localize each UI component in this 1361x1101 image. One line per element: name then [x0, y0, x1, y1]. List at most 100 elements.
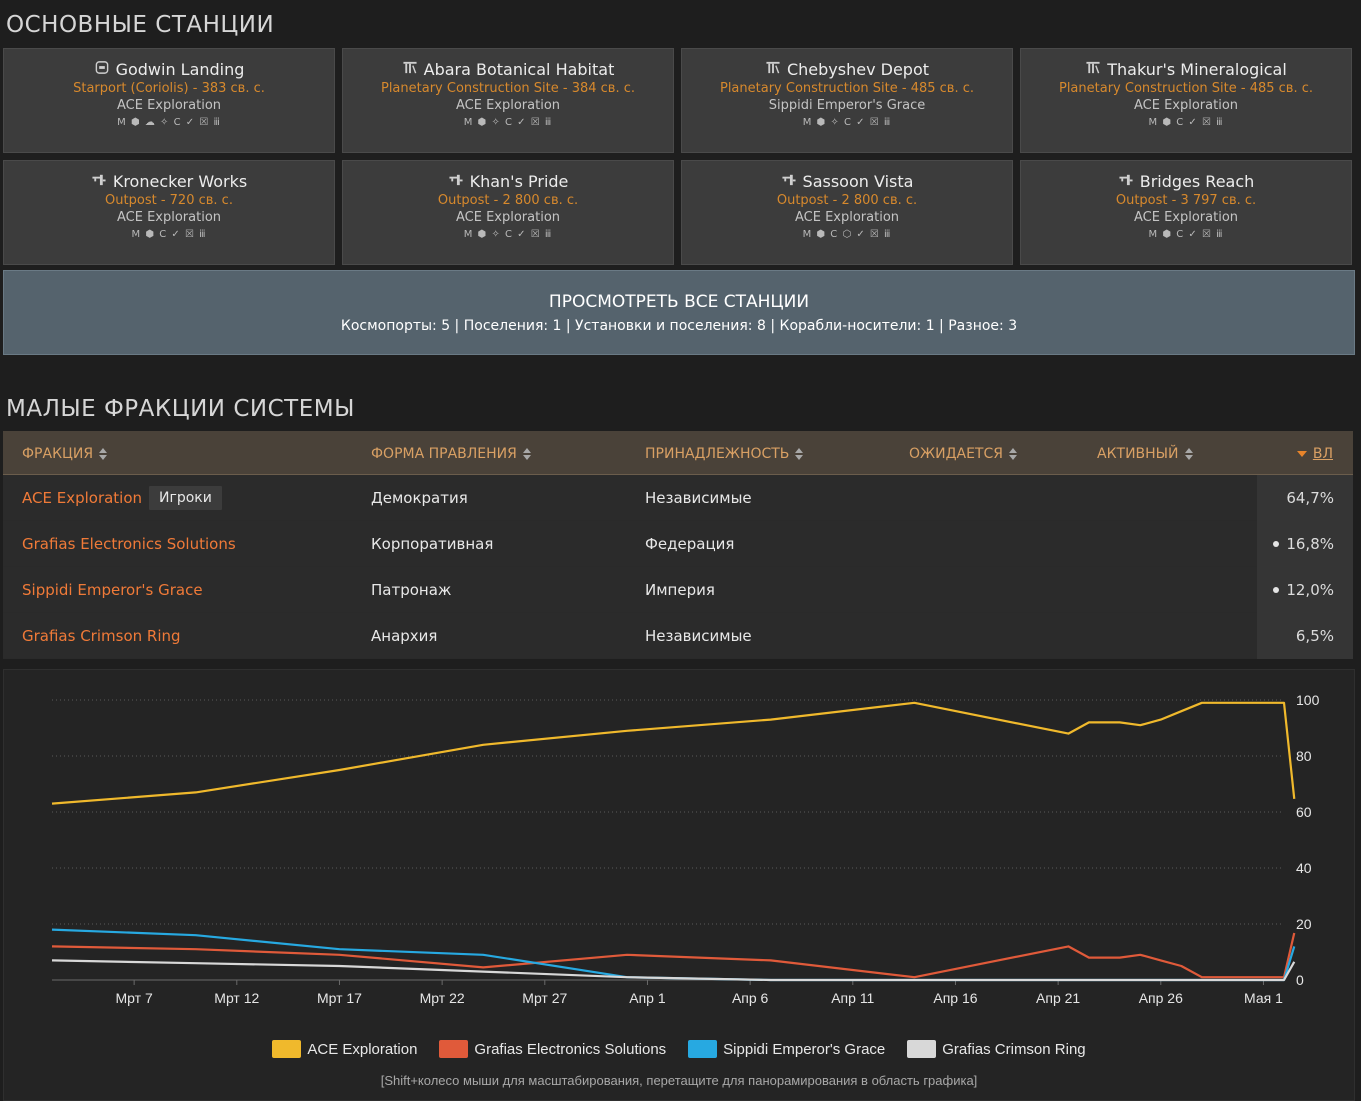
table-row[interactable]: ACE Exploration Игроки Демократия Независим… — [3, 475, 1353, 521]
station-services-icons: M ⬢ ✧ C ✓ ☒ ⅲ — [802, 117, 892, 128]
view-all-summary: Космопорты: 5 | Поселения: 1 | Установки… — [340, 317, 1018, 334]
influence-value: 12,0% — [1286, 581, 1334, 599]
influence-chart-plot[interactable]: 0 20 40 60 80 100 Мрт 7 Мрт 12 Мрт 17 Мрт 22 Мрт 2… — [4, 670, 1356, 1040]
status-dot-icon — [1273, 587, 1280, 593]
col-header-faction[interactable]: ФРАКЦИЯ — [22, 446, 108, 462]
legend-item[interactable]: Sippidi Emperor's Grace — [688, 1040, 885, 1058]
station-card[interactable]: Godwin Landing Starport (Coriolis) - 383 … — [3, 48, 335, 153]
status-dot-icon — [1273, 541, 1280, 547]
sort-icon — [522, 447, 532, 461]
station-name-row: Abara Botanical Habitat — [402, 59, 615, 80]
station-owner: ACE Exploration — [794, 210, 900, 225]
station-name-row: Bridges Reach — [1118, 171, 1255, 192]
outpost-icon — [91, 172, 107, 191]
y-tick-label: 100 — [1296, 692, 1320, 708]
col-header-government-label: ФОРМА ПРАВЛЕНИЯ — [371, 446, 517, 462]
x-tick-label: Мрт 7 — [116, 990, 153, 1006]
station-name: Thakur's Mineralogical — [1107, 60, 1287, 79]
allegiance-cell: Федерация — [645, 535, 735, 553]
table-row[interactable]: Grafias Crimson Ring Анархия Независимые 6,… — [3, 613, 1353, 659]
station-services-icons: M ⬢ ☁ ✧ C ✓ ☒ ⅲ — [117, 117, 221, 128]
station-owner: ACE Exploration — [1133, 210, 1239, 225]
x-tick-label: Мая 1 — [1244, 990, 1283, 1006]
station-type: Planetary Construction Site - 485 св. с. — [719, 81, 974, 96]
outpost-icon — [1118, 172, 1134, 191]
legend-item[interactable]: Grafias Crimson Ring — [907, 1040, 1086, 1058]
government-cell: Патронаж — [371, 581, 452, 599]
sort-icon — [795, 447, 804, 461]
allegiance-cell: Независимые — [645, 627, 752, 645]
station-type: Outpost - 2 800 св. с. — [776, 193, 918, 208]
station-services-icons: M ⬢ ✧ C ✓ ☒ ⅲ — [463, 229, 553, 240]
legend-label: Grafias Crimson Ring — [942, 1040, 1086, 1058]
faction-link[interactable]: ACE Exploration — [22, 489, 143, 507]
faction-cell: Grafias Crimson Ring — [22, 613, 181, 659]
col-header-faction-label: ФРАКЦИЯ — [22, 446, 94, 462]
influence-value: 16,8% — [1286, 535, 1334, 553]
faction-link[interactable]: Grafias Electronics Solutions — [22, 535, 236, 553]
station-services-icons: M ⬢ C ⬡ ✓ ☒ ⅲ — [802, 229, 892, 240]
y-tick-label: 40 — [1296, 860, 1312, 876]
station-card[interactable]: Abara Botanical Habitat Planetary Constru… — [342, 48, 674, 153]
station-type: Outpost - 3 797 св. с. — [1115, 193, 1257, 208]
chart-legend: ACE Exploration Grafias Electronics Solut… — [4, 1040, 1354, 1058]
legend-item[interactable]: Grafias Electronics Solutions — [439, 1040, 666, 1058]
table-row[interactable]: Grafias Electronics Solutions Корпоративн… — [3, 521, 1353, 567]
legend-item[interactable]: ACE Exploration — [272, 1040, 417, 1058]
station-owner: ACE Exploration — [455, 210, 561, 225]
faction-link[interactable]: Sippidi Emperor's Grace — [22, 581, 203, 599]
allegiance-cell: Империя — [645, 581, 715, 599]
view-all-title: ПРОСМОТРЕТЬ ВСЕ СТАНЦИИ — [548, 291, 810, 312]
faction-cell: Sippidi Emperor's Grace — [22, 567, 203, 613]
factions-table: ФРАКЦИЯ ФОРМА ПРАВЛЕНИЯ ПРИНАДЛЕЖНОСТЬ О… — [3, 431, 1353, 659]
station-services-icons: M ⬢ C ✓ ☒ ⅲ — [1148, 117, 1224, 128]
table-body: ACE Exploration Игроки Демократия Независим… — [3, 475, 1353, 659]
station-name-row: Chebyshev Depot — [765, 59, 929, 80]
station-card[interactable]: Chebyshev Depot Planetary Construction Si… — [681, 48, 1013, 153]
station-card[interactable]: Kronecker Works Outpost - 720 св. с. ACE E… — [3, 160, 335, 265]
station-name: Chebyshev Depot — [786, 60, 930, 79]
col-header-pending[interactable]: ОЖИДАЕТСЯ — [909, 446, 1018, 462]
stations-grid: Godwin Landing Starport (Coriolis) - 383 … — [3, 48, 1355, 265]
station-name: Bridges Reach — [1139, 172, 1255, 191]
station-type: Starport (Coriolis) - 383 св. с. — [73, 81, 265, 96]
station-name: Abara Botanical Habitat — [423, 60, 615, 79]
construction-site-icon — [402, 60, 418, 79]
col-header-allegiance[interactable]: ПРИНАДЛЕЖНОСТЬ — [645, 446, 804, 462]
station-services-icons: M ⬢ ✧ C ✓ ☒ ⅲ — [463, 117, 553, 128]
station-name: Kronecker Works — [112, 172, 248, 191]
col-header-government[interactable]: ФОРМА ПРАВЛЕНИЯ — [371, 446, 532, 462]
station-owner: ACE Exploration — [455, 98, 561, 113]
station-card[interactable]: Sassoon Vista Outpost - 2 800 св. с. ACE E… — [681, 160, 1013, 265]
y-tick-label: 20 — [1296, 916, 1312, 932]
government-cell: Демократия — [371, 489, 468, 507]
legend-swatch — [688, 1040, 718, 1058]
col-header-active-label: АКТИВНЫЙ — [1097, 446, 1179, 462]
series-line-2 — [51, 928, 1296, 982]
faction-link[interactable]: Grafias Crimson Ring — [22, 627, 181, 645]
sort-desc-icon — [1296, 451, 1307, 457]
col-header-influence[interactable]: ВЛ — [1296, 446, 1333, 462]
y-tick-label: 60 — [1296, 804, 1312, 820]
station-services-icons: M ⬢ C ✓ ☒ ⅲ — [131, 229, 207, 240]
station-card[interactable]: Thakur's Mineralogical Planetary Construc… — [1020, 48, 1352, 153]
station-name-row: Khan's Pride — [448, 171, 568, 192]
chart-hint: [Shift+колесо мыши для масштабирования, … — [380, 1073, 978, 1088]
table-row[interactable]: Sippidi Emperor's Grace Патронаж Империя 12… — [3, 567, 1353, 613]
station-services-icons: M ⬢ C ✓ ☒ ⅲ — [1148, 229, 1224, 240]
influence-chart[interactable]: 0 20 40 60 80 100 Мрт 7 Мрт 12 Мрт 17 Мрт 22 Мрт 2… — [3, 669, 1355, 1101]
legend-swatch — [272, 1040, 302, 1058]
station-name-row: Thakur's Mineralogical — [1085, 59, 1287, 80]
y-tick-label: 0 — [1296, 972, 1304, 988]
coriolis-station-icon — [94, 60, 110, 79]
station-card[interactable]: Khan's Pride Outpost - 2 800 св. с. ACE Ex… — [342, 160, 674, 265]
construction-site-icon — [765, 60, 781, 79]
player-faction-badge: Игроки — [149, 486, 222, 510]
station-type: Outpost - 720 св. с. — [105, 193, 233, 208]
col-header-pending-label: ОЖИДАЕТСЯ — [909, 446, 1003, 462]
station-owner: ACE Exploration — [1133, 98, 1239, 113]
view-all-stations-button[interactable]: ПРОСМОТРЕТЬ ВСЕ СТАНЦИИ Космопорты: 5 | … — [3, 270, 1355, 355]
col-header-active[interactable]: АКТИВНЫЙ — [1097, 446, 1194, 462]
station-card[interactable]: Bridges Reach Outpost - 3 797 св. с. ACE E… — [1020, 160, 1352, 265]
government-cell: Анархия — [371, 627, 438, 645]
